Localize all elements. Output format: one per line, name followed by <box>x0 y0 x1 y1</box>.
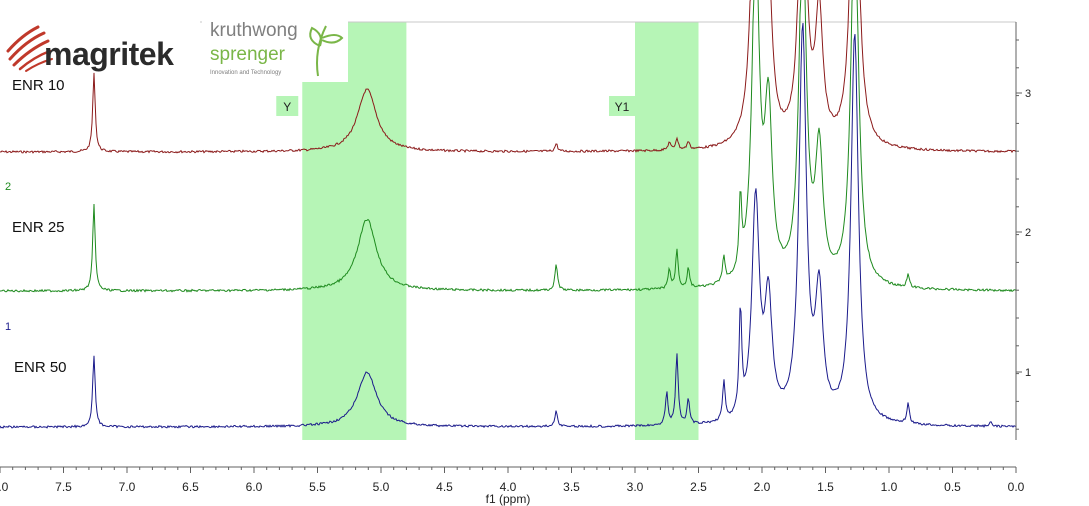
x-tick-label: 3.0 <box>627 480 644 494</box>
y-tick-label: 3 <box>1025 88 1031 100</box>
x-tick-label: 6.5 <box>182 480 199 494</box>
magritek-logo: magritek <box>6 25 175 72</box>
sprout-icon <box>309 25 344 77</box>
series-labels: ENR 10 ENR 25 ENR 50 2 1 <box>5 77 67 376</box>
series-name-label: ENR 10 <box>12 77 65 94</box>
x-tick-label: 5.0 <box>373 480 390 494</box>
spectrum-index-label: 1 <box>5 321 11 333</box>
kw-line2: sprenger <box>210 44 286 65</box>
y-tick-label: 2 <box>1025 227 1031 239</box>
kw-line1: kruthwong <box>210 20 298 41</box>
x-tick-label: 2.0 <box>754 480 771 494</box>
x-tick-label: 6.0 <box>246 480 263 494</box>
y-axis: 1 2 3 <box>1015 22 1031 440</box>
spectrum-line <box>0 0 1017 293</box>
region-labels: Y Y1 <box>276 96 635 116</box>
kw-tagline: Innovation and Technology <box>210 70 281 76</box>
x-tick-label: 5.5 <box>309 480 326 494</box>
highlight-regions <box>302 22 699 440</box>
spectra <box>0 0 1017 429</box>
x-tick-label: 4.0 <box>500 480 517 494</box>
x-tick-label: 2.5 <box>690 480 707 494</box>
region-label-box <box>276 96 299 116</box>
kruthwong-sprenger-logo: kruthwong sprenger Innovation and Techno… <box>202 10 348 82</box>
region-label: Y <box>283 100 291 114</box>
x-tick-label: 7.0 <box>119 480 136 494</box>
x-tick-label: 1.0 <box>881 480 898 494</box>
x-tick-label: 1.5 <box>817 480 834 494</box>
region-label: Y1 <box>615 100 630 114</box>
region-label-box <box>609 96 635 116</box>
x-tick-label: 0.0 <box>1008 480 1025 494</box>
series-name-label: ENR 50 <box>14 359 67 376</box>
spectrum-index-label: 2 <box>5 181 11 193</box>
spectrum-line <box>0 0 1017 154</box>
x-tick-label: 7.5 <box>55 480 72 494</box>
series-name-label: ENR 25 <box>12 219 65 236</box>
x-axis-label: f1 (ppm) <box>486 492 531 506</box>
highlight-region-y <box>302 22 407 440</box>
x-tick-label: 8.0 <box>0 480 9 494</box>
y-tick-label: 1 <box>1025 367 1031 379</box>
x-tick-label: 4.5 <box>436 480 453 494</box>
x-tick-label: 3.5 <box>563 480 580 494</box>
x-tick-label: 0.5 <box>944 480 961 494</box>
spectrum-line <box>0 22 1017 429</box>
highlight-region-y1 <box>635 22 699 440</box>
x-axis: 8.0 7.5 7.0 6.5 6.0 5.5 5.0 4.5 4.0 3.5 3.0 2.5 2.0 1… <box>0 466 1025 494</box>
magritek-logo-text: magritek <box>44 36 174 72</box>
